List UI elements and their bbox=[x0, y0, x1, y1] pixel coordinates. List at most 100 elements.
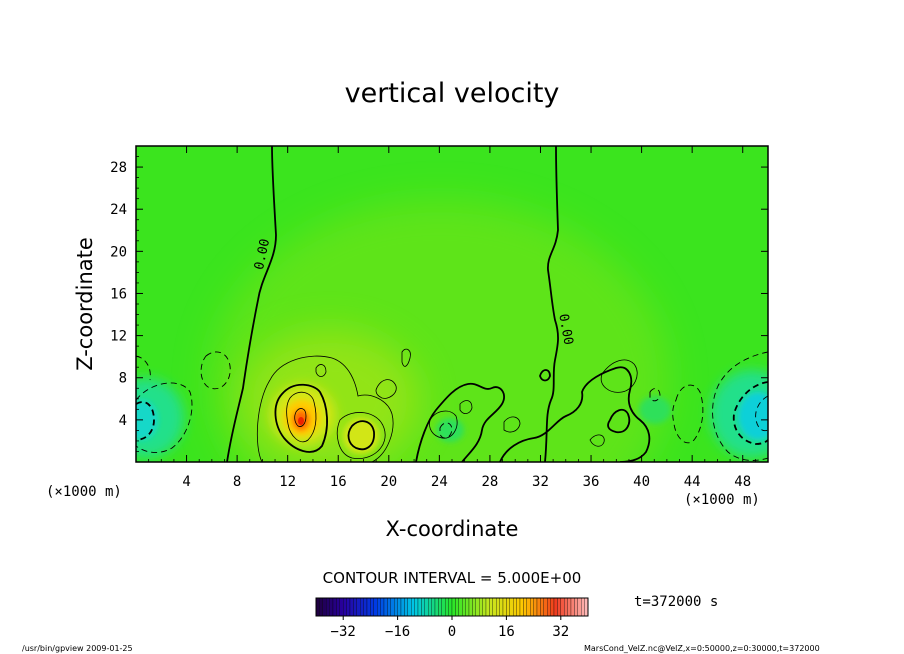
x-tick-label-2: 12 bbox=[279, 474, 296, 490]
colorbar-cell bbox=[319, 597, 323, 617]
footer-right: MarsCond_VelZ.nc@VelZ,x=0:50000,z=0:3000… bbox=[584, 644, 820, 653]
footer-left: /usr/bin/gpview 2009-01-25 bbox=[22, 644, 133, 653]
colorbar-cell bbox=[523, 597, 527, 617]
positive-contours bbox=[256, 348, 638, 462]
zero-contours bbox=[226, 146, 651, 462]
colorbar-cell bbox=[516, 597, 521, 617]
contour-small-b bbox=[401, 348, 411, 367]
colorbar-cell bbox=[462, 597, 466, 617]
x-tick-label-1: 8 bbox=[233, 474, 241, 490]
colorbar-cell bbox=[519, 597, 524, 617]
y-tick-label-5: 24 bbox=[110, 202, 127, 218]
colorbar-cell bbox=[557, 597, 561, 617]
neg-small-mid bbox=[439, 422, 453, 439]
neg-right-core bbox=[755, 395, 768, 432]
x-tick-label-11: 48 bbox=[734, 474, 751, 490]
colorbar-cell bbox=[451, 597, 456, 617]
colorbar bbox=[315, 597, 589, 617]
colorbar-cell bbox=[332, 597, 337, 617]
colorbar-cell bbox=[553, 597, 558, 617]
y-tick-label-2: 12 bbox=[110, 329, 127, 345]
y-tick-label-1: 8 bbox=[119, 371, 127, 387]
colorbar-cell bbox=[492, 597, 497, 617]
colorbar-tick-label-0: −32 bbox=[331, 624, 356, 640]
colorbar-cell bbox=[315, 597, 320, 617]
contour-secondary-outer bbox=[336, 412, 386, 459]
colorbar-cell bbox=[458, 597, 463, 617]
x-tick-label-3: 16 bbox=[330, 474, 347, 490]
field-max-core-peak bbox=[298, 417, 304, 425]
neg-small-left bbox=[200, 351, 231, 390]
colorbar-cell bbox=[349, 597, 354, 617]
colorbar-cell bbox=[438, 597, 442, 617]
x-tick-label-9: 40 bbox=[633, 474, 650, 490]
colorbar-cell bbox=[380, 597, 385, 617]
colorbar-cell bbox=[533, 597, 538, 617]
colorbar-cell bbox=[326, 597, 330, 617]
colorbar-cell bbox=[547, 597, 551, 617]
colorbar-cell bbox=[339, 597, 344, 617]
contour-blob-a bbox=[415, 382, 505, 462]
colorbar-cell bbox=[506, 597, 510, 617]
colorbar-tick-label-3: 16 bbox=[498, 624, 515, 640]
contour-ring-d bbox=[539, 369, 551, 382]
x-tick-label-7: 32 bbox=[532, 474, 549, 490]
colorbar-cell bbox=[417, 597, 422, 617]
colorbar-cell bbox=[404, 597, 408, 617]
colorbar-cell bbox=[499, 597, 504, 617]
contour-small-f bbox=[589, 434, 605, 447]
colorbar-cell bbox=[472, 597, 476, 617]
contour-small-e bbox=[503, 416, 521, 433]
zero-contour-label-right: 0.00 bbox=[555, 313, 575, 346]
y-tick-label-0: 4 bbox=[119, 413, 127, 429]
colorbar-cell bbox=[479, 597, 483, 617]
colorbar-cell bbox=[468, 597, 473, 617]
colorbar-cell bbox=[407, 597, 412, 617]
colorbar-cell bbox=[336, 597, 340, 617]
colorbar-cell bbox=[346, 597, 351, 617]
colorbar-cell bbox=[383, 597, 388, 617]
field-min-small-right bbox=[639, 396, 671, 424]
contour-core-20 bbox=[294, 408, 307, 427]
contour-secondary-5 bbox=[347, 420, 375, 451]
contour-small-a bbox=[375, 379, 397, 399]
colorbar-cell bbox=[584, 597, 589, 617]
colorbar-cell bbox=[400, 597, 405, 617]
colorbar-cell bbox=[366, 597, 371, 617]
colorbar-cell bbox=[343, 597, 347, 617]
x-unit-label-right: (×1000 m) bbox=[684, 492, 760, 508]
colorbar-cell bbox=[543, 597, 548, 617]
y-axis-ticks: 4 8 12 16 20 24 28 bbox=[110, 156, 768, 452]
x-tick-label-5: 24 bbox=[431, 474, 448, 490]
colorbar-cell bbox=[475, 597, 480, 617]
colorbar-cell bbox=[485, 597, 490, 617]
colorbar-tick-label-2: 0 bbox=[448, 624, 456, 640]
colorbar-cell bbox=[434, 597, 439, 617]
colorbar-cell bbox=[530, 597, 534, 617]
colorbar-cell bbox=[387, 597, 391, 617]
colorbar-cell bbox=[482, 597, 487, 617]
contour-core-10 bbox=[286, 391, 317, 443]
neg-right-outer bbox=[712, 351, 768, 461]
colorbar-cell bbox=[424, 597, 429, 617]
time-label: t=372000 s bbox=[634, 594, 718, 610]
colorbar-cell bbox=[502, 597, 507, 617]
colorbar-cell bbox=[526, 597, 531, 617]
colorbar-cell bbox=[567, 597, 572, 617]
colorbar-cell bbox=[441, 597, 446, 617]
colorbar-cell bbox=[373, 597, 378, 617]
colorbar-tick-label-1: −16 bbox=[385, 624, 410, 640]
colorbar-cell bbox=[370, 597, 374, 617]
neg-right-mid bbox=[672, 384, 704, 444]
colorbar-cell bbox=[414, 597, 419, 617]
y-tick-label-6: 28 bbox=[110, 160, 127, 176]
colorbar-tick-label-4: 32 bbox=[552, 624, 569, 640]
colorbar-cell bbox=[448, 597, 453, 617]
colorbar-cell bbox=[465, 597, 470, 617]
contour-small-g bbox=[600, 359, 638, 393]
colorbar-cell bbox=[445, 597, 449, 617]
heatmap-field bbox=[136, 146, 768, 462]
colorbar-cell bbox=[353, 597, 357, 617]
colorbar-cell bbox=[496, 597, 500, 617]
colorbar-cell bbox=[363, 597, 368, 617]
